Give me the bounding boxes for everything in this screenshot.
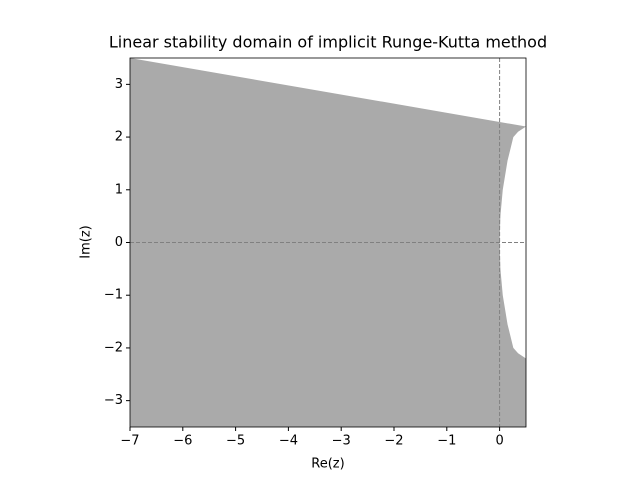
chart-title: Linear stability domain of implicit Rung… <box>109 33 547 52</box>
x-tick-label: −7 <box>120 434 139 449</box>
x-tick-label: −3 <box>332 434 351 449</box>
y-axis-label: Im(z) <box>79 225 94 258</box>
x-tick-label: −1 <box>437 434 456 449</box>
y-tick-label: −2 <box>104 340 123 355</box>
y-tick-label: 0 <box>115 235 123 250</box>
x-tick-label: −2 <box>384 434 403 449</box>
x-tick-label: 0 <box>495 434 503 449</box>
x-tick-label: −4 <box>279 434 298 449</box>
y-tick-label: 1 <box>115 182 123 197</box>
x-tick-label: −5 <box>226 434 245 449</box>
x-axis-label: Re(z) <box>311 457 344 472</box>
y-tick-label: −3 <box>104 393 123 408</box>
x-tick-label: −6 <box>173 434 192 449</box>
y-tick-label: −1 <box>104 288 123 303</box>
y-tick-label: 2 <box>115 130 123 145</box>
y-tick-label: 3 <box>115 77 123 92</box>
